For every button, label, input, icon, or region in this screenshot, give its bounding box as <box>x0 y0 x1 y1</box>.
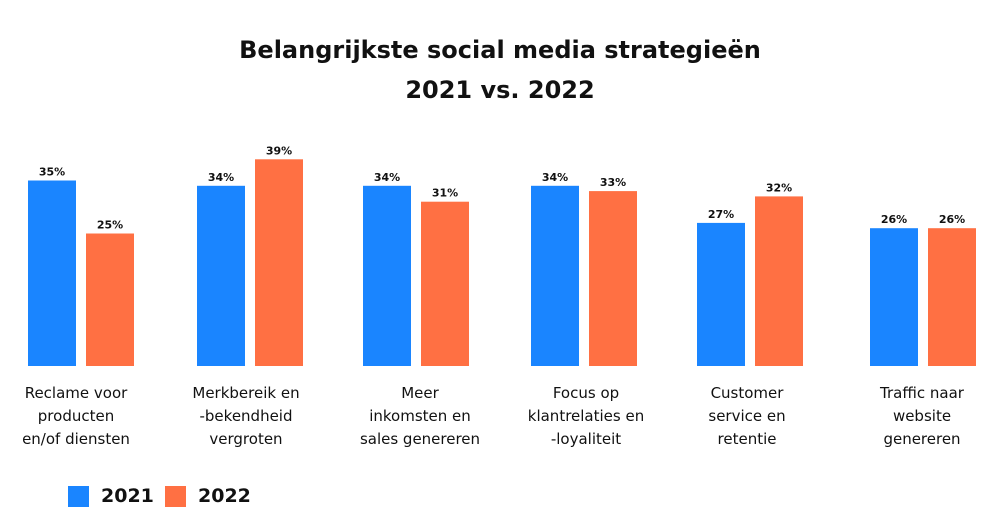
category-label-5: Traffic naar website genereren <box>879 384 965 448</box>
legend-swatch-2021 <box>68 485 89 507</box>
bar-2022-2 <box>421 201 469 366</box>
data-label-2021-1: 34% <box>208 171 234 184</box>
chart-title-line-2: 2021 vs. 2022 <box>405 76 595 104</box>
data-label-2021-0: 35% <box>39 166 65 179</box>
data-label-2022-5: 26% <box>939 213 965 226</box>
chart-title-line-1: Belangrijkste social media strategieën <box>239 36 761 64</box>
bar-2021-0 <box>28 180 76 366</box>
legend-item-2021: 2021 <box>68 482 154 510</box>
data-label-2022-1: 39% <box>266 144 292 157</box>
data-label-2022-4: 32% <box>766 181 792 194</box>
data-label-2022-3: 33% <box>600 176 626 189</box>
category-label-0: Reclame voor producten en/of diensten <box>22 384 130 448</box>
bar-2021-2 <box>363 185 411 366</box>
chart-title: Belangrijkste social media strategieën 2… <box>0 30 1000 110</box>
bar-2022-5 <box>928 228 976 366</box>
bar-2021-5 <box>870 228 918 366</box>
bar-2022-0 <box>86 233 134 366</box>
bar-2021-3 <box>531 185 579 366</box>
category-label-2: Meer inkomsten en sales genereren <box>360 384 480 448</box>
legend-swatch-2022 <box>165 485 186 507</box>
bar-2022-1 <box>255 159 303 366</box>
bar-2022-3 <box>589 191 637 366</box>
category-label-3: Focus op klantrelaties en -loyaliteit <box>528 384 644 448</box>
data-label-2022-0: 25% <box>97 219 123 232</box>
bar-2022-4 <box>755 196 803 366</box>
category-label-1: Merkbereik en -bekendheid vergroten <box>192 384 299 448</box>
bar-2021-1 <box>197 185 245 366</box>
data-label-2021-5: 26% <box>881 213 907 226</box>
legend-label-2022: 2022 <box>198 485 251 507</box>
legend-label-2021: 2021 <box>101 485 154 507</box>
data-label-2022-2: 31% <box>432 187 458 200</box>
bar-2021-4 <box>697 222 745 366</box>
data-label-2021-3: 34% <box>542 171 568 184</box>
category-label-4: Customer service en retentie <box>708 384 785 448</box>
legend-item-2022: 2022 <box>165 482 251 510</box>
data-label-2021-4: 27% <box>708 208 734 221</box>
data-label-2021-2: 34% <box>374 171 400 184</box>
